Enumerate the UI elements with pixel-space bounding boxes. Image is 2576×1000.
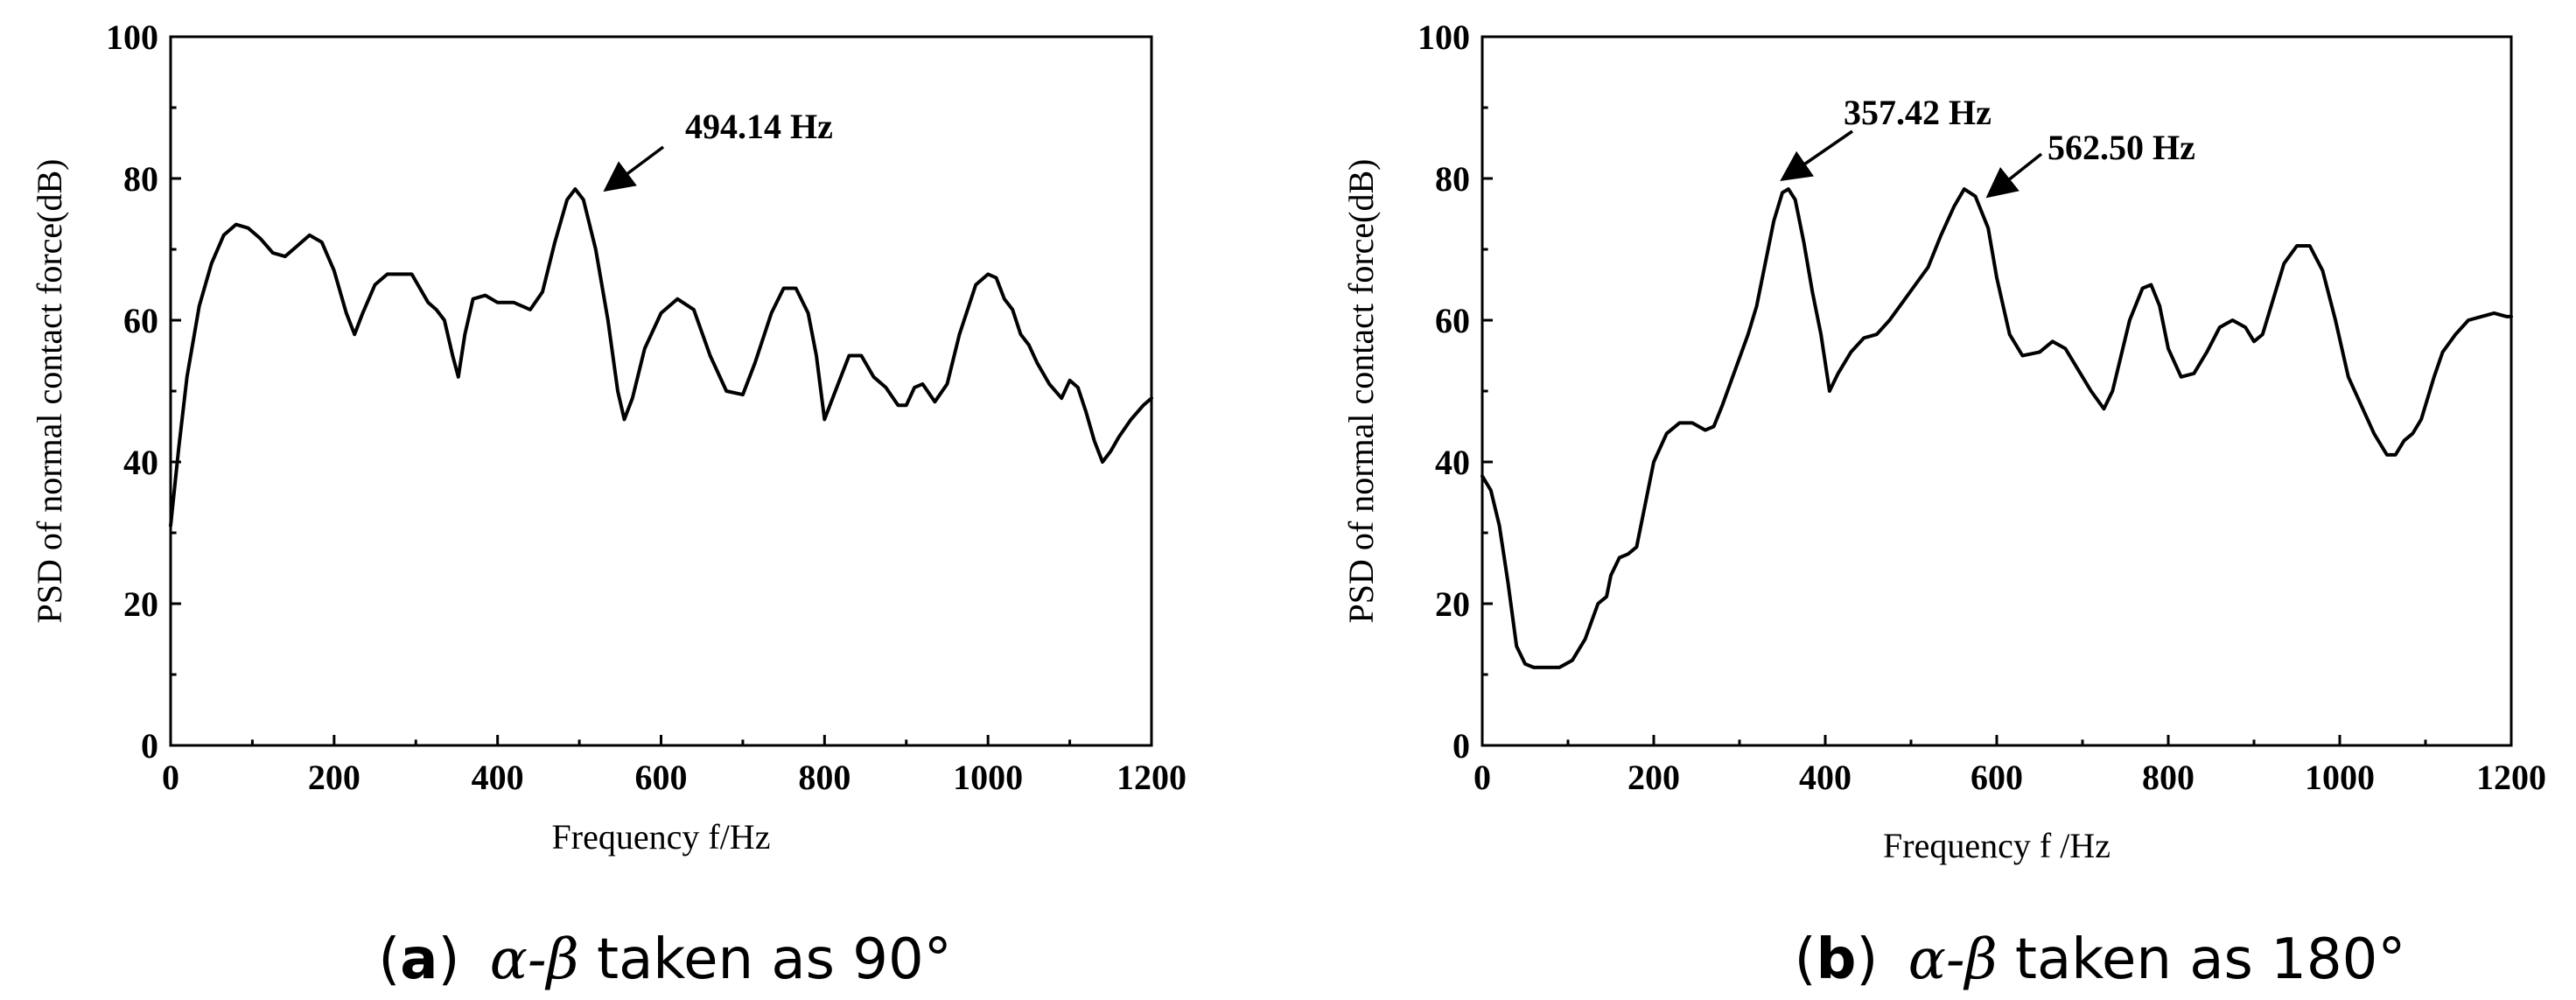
x-tick-label: 400 bbox=[1799, 758, 1852, 797]
caption-close-paren: ) bbox=[438, 927, 459, 992]
y-tick-label: 60 bbox=[1435, 301, 1470, 340]
y-tick-label: 60 bbox=[123, 301, 158, 340]
caption-space bbox=[459, 927, 477, 992]
x-tick-label: 800 bbox=[2142, 758, 2194, 797]
x-tick-label: 400 bbox=[472, 758, 524, 797]
caption-panel-letter: b bbox=[1816, 927, 1857, 992]
caption-close-paren: ) bbox=[1856, 927, 1878, 992]
x-tick-label: 1200 bbox=[1116, 758, 1186, 797]
y-tick-label: 80 bbox=[123, 159, 158, 199]
x-tick-label: 0 bbox=[162, 758, 179, 797]
x-axis-title: Frequency f/Hz bbox=[552, 817, 771, 857]
x-tick-label: 0 bbox=[1474, 758, 1491, 797]
psd-series-line bbox=[1480, 187, 2513, 669]
x-axis-title: Frequency f /Hz bbox=[1883, 826, 2110, 865]
x-tick-label: 600 bbox=[1970, 758, 2023, 797]
x-tick-label: 200 bbox=[1628, 758, 1680, 797]
y-tick-label: 100 bbox=[1418, 17, 1470, 57]
x-tick-label: 600 bbox=[635, 758, 688, 797]
plot-frame bbox=[1480, 35, 2513, 747]
peak-annotation-arrow bbox=[603, 145, 665, 192]
x-tick-label: 1000 bbox=[2305, 758, 2375, 797]
caption-open-paren: ( bbox=[378, 927, 400, 992]
caption-greek: α-β bbox=[1908, 927, 1998, 992]
chart-panel-a: 0 200 400 600 800 1000 1200 0 20 40 60 80 100 Frequen… bbox=[30, 17, 1186, 992]
plot-frame bbox=[169, 35, 1153, 747]
y-axis-title: PSD of normal contact force(dB) bbox=[1341, 159, 1381, 624]
peak-annotation-arrow bbox=[1985, 152, 2043, 199]
y-tick-label: 20 bbox=[1435, 584, 1470, 624]
caption-panel-letter: a bbox=[400, 927, 438, 992]
y-tick-label: 40 bbox=[123, 443, 158, 482]
y-tick-label: 0 bbox=[1452, 726, 1470, 766]
y-axis-title: PSD of normal contact force(dB) bbox=[30, 159, 69, 624]
caption-greek: α-β bbox=[490, 927, 579, 992]
y-tick-label: 100 bbox=[106, 17, 158, 57]
x-tick-label: 1000 bbox=[953, 758, 1023, 797]
x-tick-label: 200 bbox=[308, 758, 360, 797]
x-tick-label: 800 bbox=[798, 758, 850, 797]
panel-caption: (b) α-β taken as 180° bbox=[1795, 927, 2406, 992]
panel-caption: (a) α-β taken as 90° bbox=[378, 927, 951, 992]
peak-annotation-label: 357.42 Hz bbox=[1844, 93, 1992, 132]
y-tick-label: 0 bbox=[141, 726, 158, 766]
caption-text: taken as 180° bbox=[1998, 927, 2406, 992]
caption-text: taken as 90° bbox=[579, 927, 952, 992]
y-tick-label: 40 bbox=[1435, 443, 1470, 482]
psd-series-line bbox=[169, 187, 1153, 528]
peak-annotation-arrow bbox=[1780, 129, 1853, 181]
y-tick-label: 20 bbox=[123, 584, 158, 624]
peak-annotation-label: 562.50 Hz bbox=[2048, 128, 2195, 167]
y-tick-label: 80 bbox=[1435, 159, 1470, 199]
x-tick-label: 1200 bbox=[2476, 758, 2546, 797]
peak-annotation-label: 494.14 Hz bbox=[685, 107, 833, 146]
chart-panel-b: 0 200 400 600 800 1000 1200 0 20 40 60 80 100 Frequen… bbox=[1341, 17, 2546, 992]
caption-space bbox=[1878, 927, 1895, 992]
caption-open-paren: ( bbox=[1795, 927, 1816, 992]
